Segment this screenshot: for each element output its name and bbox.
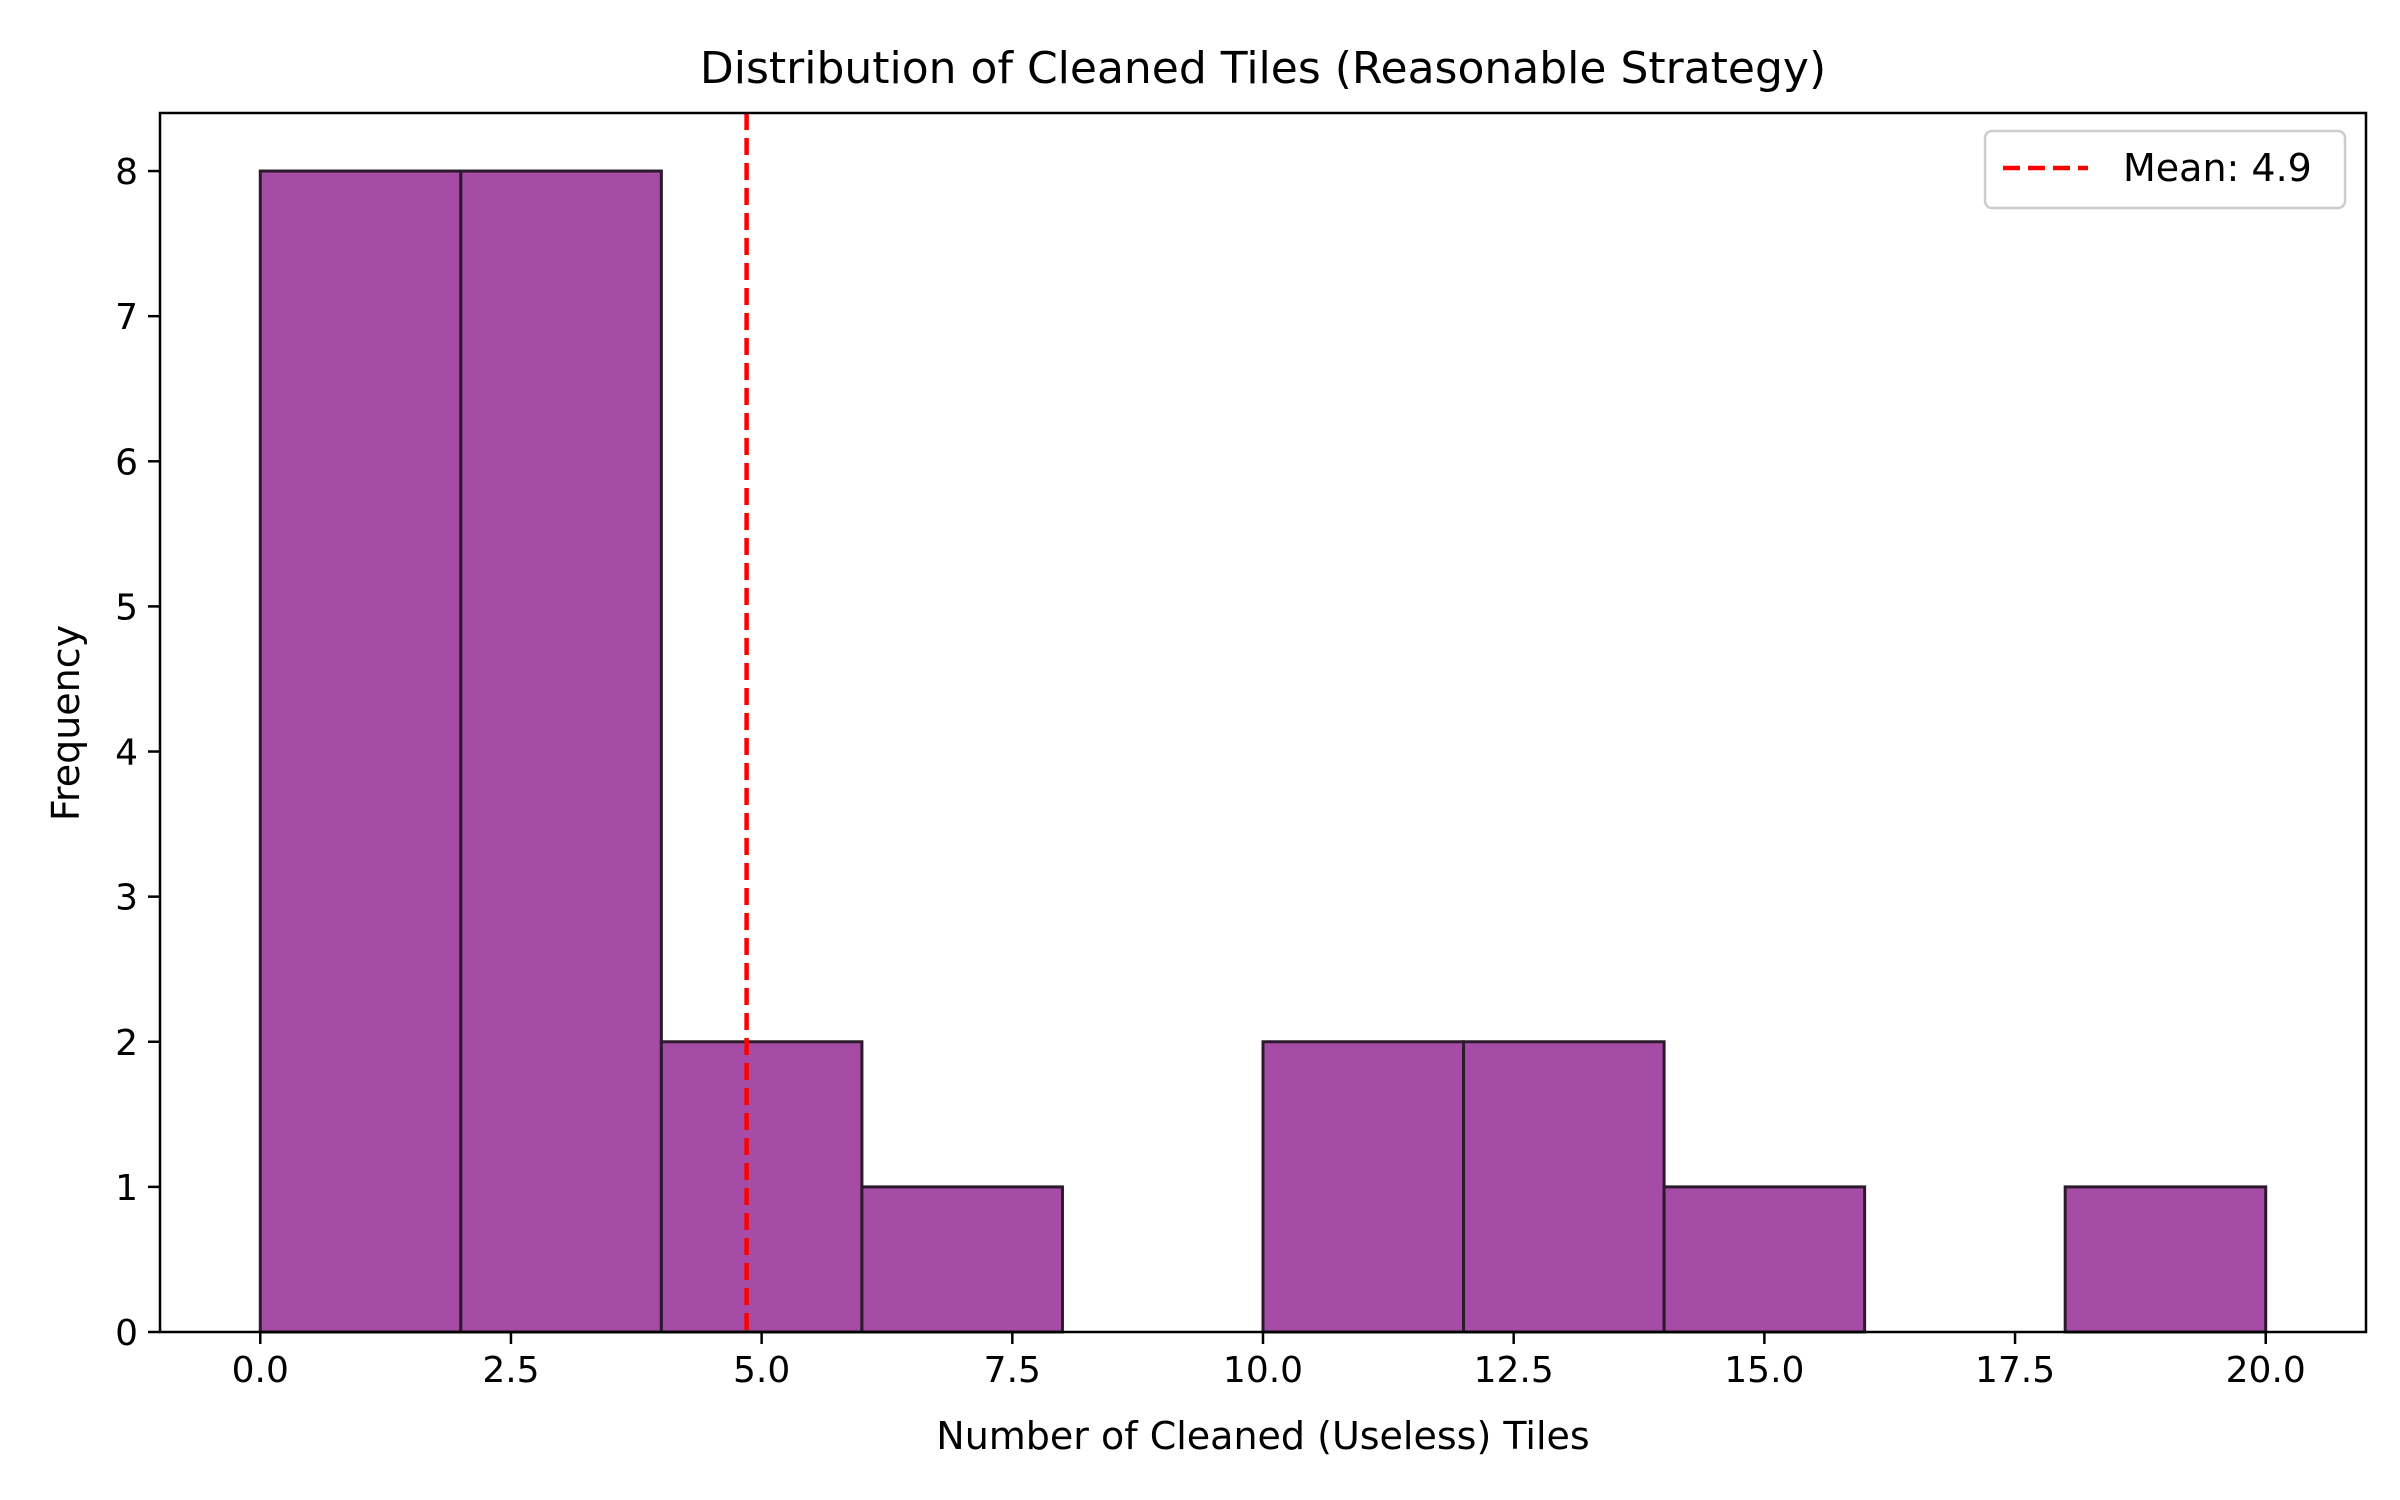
legend-box xyxy=(1983,129,2347,210)
x-tick-label: 5.0 xyxy=(733,1350,790,1391)
histogram-bar xyxy=(1662,1185,1867,1334)
y-axis-ticks: 0 1 2 3 4 5 6 7 8 xyxy=(115,152,160,1354)
legend-mean-label: Mean: 4.9 xyxy=(2123,146,2312,190)
x-tick-label: 2.5 xyxy=(482,1350,539,1391)
y-tick-label: 8 xyxy=(115,152,138,193)
y-tick-label: 2 xyxy=(115,1023,138,1064)
y-tick-label: 7 xyxy=(115,297,138,338)
y-tick-label: 5 xyxy=(115,587,138,628)
y-tick-label: 4 xyxy=(115,733,138,774)
histogram-bar xyxy=(459,169,663,1334)
histogram-bar xyxy=(258,169,463,1334)
x-tick-label: 0.0 xyxy=(232,1350,289,1391)
y-tick-label: 6 xyxy=(115,442,138,483)
bars-layer xyxy=(258,169,2268,1334)
x-tick-label: 20.0 xyxy=(2226,1350,2306,1391)
x-axis-ticks: 0.0 2.5 5.0 7.5 10.0 12.5 15.0 17.5 20.0 xyxy=(232,1332,2306,1391)
x-tick-label: 7.5 xyxy=(984,1350,1041,1391)
x-tick-label: 10.0 xyxy=(1223,1350,1303,1391)
legend: Mean: 4.9 xyxy=(1983,129,2347,210)
chart-title: Distribution of Cleaned Tiles (Reasonabl… xyxy=(700,43,1826,94)
y-tick-label: 1 xyxy=(115,1168,138,1209)
x-tick-label: 12.5 xyxy=(1474,1350,1554,1391)
histogram-bar xyxy=(1261,1040,1466,1334)
y-axis-label: Frequency xyxy=(44,625,88,821)
y-tick-label: 0 xyxy=(115,1313,138,1354)
x-axis-label: Number of Cleaned (Useless) Tiles xyxy=(936,1414,1589,1458)
histogram-bar xyxy=(2063,1185,2268,1334)
histogram-bar xyxy=(1462,1040,1666,1334)
y-tick-label: 3 xyxy=(115,878,138,919)
x-tick-label: 17.5 xyxy=(1975,1350,2055,1391)
histogram-bar xyxy=(860,1185,1064,1334)
histogram-bar xyxy=(659,1040,864,1334)
x-tick-label: 15.0 xyxy=(1724,1350,1804,1391)
